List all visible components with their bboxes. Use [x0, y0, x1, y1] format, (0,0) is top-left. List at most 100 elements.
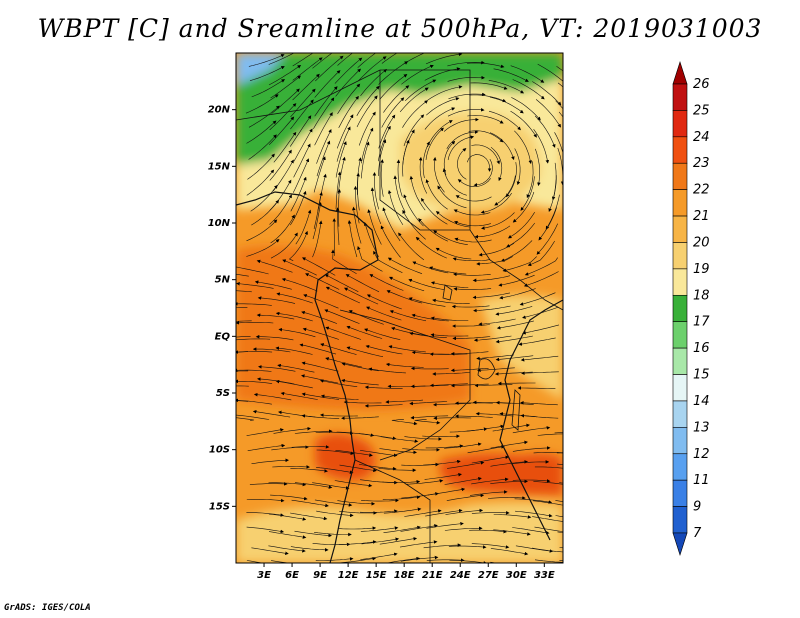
streamline	[402, 53, 426, 65]
streamline	[493, 514, 532, 519]
streamline	[275, 346, 313, 355]
streamline	[555, 500, 563, 502]
streamline	[313, 191, 323, 229]
streamline	[492, 423, 530, 432]
streamline	[290, 468, 328, 473]
streamline	[512, 527, 550, 535]
streamline	[314, 86, 338, 117]
y-tick-label: 10S	[209, 445, 230, 456]
streamline	[299, 343, 337, 355]
colorbar-segment	[672, 242, 688, 270]
colorbar-label: 20	[693, 235, 710, 250]
streamline	[532, 547, 563, 553]
streamline	[383, 507, 422, 514]
colorbar-label: 19	[693, 262, 710, 277]
colorbar-segment	[672, 136, 688, 164]
streamline	[512, 79, 545, 100]
streamline	[386, 290, 423, 304]
streamline	[425, 127, 444, 160]
streamline	[292, 158, 310, 193]
streamline	[320, 343, 357, 355]
x-tick-label: 18E	[394, 570, 415, 581]
streamline	[282, 259, 317, 276]
streamline	[288, 230, 308, 261]
streamline	[514, 148, 521, 186]
streamline	[268, 64, 302, 86]
streamline	[369, 274, 404, 291]
streamline	[337, 500, 376, 506]
streamline	[424, 107, 456, 130]
y-tick-label: 10N	[208, 218, 231, 229]
streamline	[520, 400, 558, 406]
border-1	[236, 69, 471, 121]
streamline	[512, 426, 551, 434]
streamline	[507, 212, 535, 239]
streamline	[301, 310, 338, 324]
streamline	[268, 53, 295, 65]
streamline	[338, 156, 346, 195]
coastline-west-africa	[236, 191, 379, 563]
streamline	[415, 236, 447, 259]
streamline	[453, 272, 491, 277]
streamline	[346, 346, 384, 357]
streamline	[378, 61, 409, 85]
streamline	[246, 560, 264, 563]
streamline	[367, 209, 382, 245]
streamline	[269, 103, 297, 131]
streamline	[246, 526, 285, 534]
streamline	[269, 149, 292, 181]
streamline	[294, 429, 333, 434]
streamline	[533, 481, 563, 485]
lake-1	[477, 358, 496, 380]
streamline	[554, 132, 563, 155]
streamline	[490, 146, 503, 182]
streamline	[295, 209, 312, 245]
streamline	[364, 385, 403, 390]
streamline	[290, 88, 316, 118]
streamline	[294, 530, 332, 538]
streamline	[290, 546, 329, 552]
streamline	[404, 79, 437, 102]
streamline	[293, 128, 313, 162]
streamline	[481, 212, 515, 230]
field-region-sahara-cool	[236, 53, 563, 165]
streamline	[271, 560, 309, 563]
border-3	[469, 229, 563, 311]
colorbar-label: 17	[693, 315, 710, 330]
streamline	[476, 354, 514, 361]
streamline	[256, 259, 293, 273]
streamline	[383, 525, 421, 533]
y-tick-label: 15N	[208, 161, 231, 172]
streamline	[451, 304, 490, 309]
streamlines-layer	[236, 53, 563, 563]
x-tick-label: 9E	[313, 570, 327, 581]
coastline-layer	[236, 69, 563, 563]
streamline	[471, 511, 510, 515]
streamline	[360, 450, 398, 458]
x-tick-label: 24E	[450, 570, 471, 581]
streamline	[315, 557, 354, 561]
streamline	[312, 202, 322, 240]
streamline	[396, 159, 403, 197]
streamline	[534, 466, 563, 469]
streamline	[246, 428, 284, 436]
streamline	[320, 394, 359, 400]
streamline	[559, 547, 563, 549]
streamline	[487, 496, 526, 500]
streamline	[357, 245, 383, 272]
streamline	[253, 392, 292, 401]
colorbar-label: 9	[693, 500, 701, 515]
streamline	[271, 445, 309, 451]
streamline	[278, 327, 316, 338]
streamline	[291, 499, 329, 508]
streamline	[493, 529, 531, 536]
streamline	[380, 159, 384, 197]
streamline	[341, 378, 379, 386]
streamline	[409, 175, 426, 211]
streamline	[258, 365, 296, 372]
streamline	[280, 391, 318, 400]
streamline	[519, 292, 556, 306]
streamline	[430, 281, 469, 288]
streamline	[316, 467, 354, 474]
streamline	[246, 169, 275, 196]
